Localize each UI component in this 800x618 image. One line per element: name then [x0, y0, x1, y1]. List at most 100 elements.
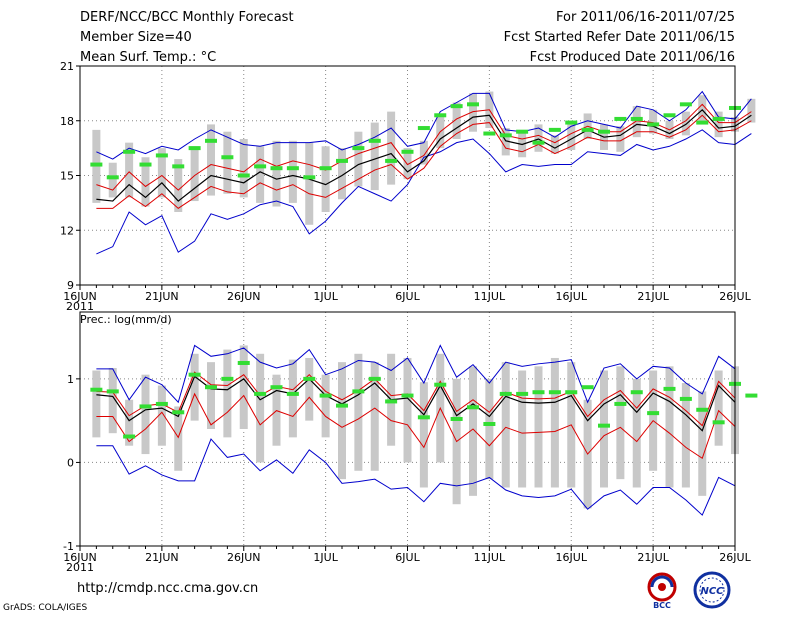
obs-marker	[188, 372, 201, 377]
obs-marker	[286, 391, 299, 396]
obs-marker	[336, 158, 348, 163]
ensemble-box	[370, 122, 379, 191]
ensemble-box	[600, 370, 608, 488]
ensemble-mean-line	[96, 375, 736, 432]
obs-marker	[106, 389, 119, 394]
obs-marker	[663, 386, 676, 391]
obs-marker	[155, 153, 168, 158]
obs-marker	[434, 382, 447, 387]
obs-marker	[614, 116, 627, 121]
obs-marker	[123, 434, 136, 439]
ensemble-box	[403, 148, 412, 180]
variable-label: Mean Surf. Temp.: °C	[80, 50, 217, 65]
ensemble-box	[157, 148, 166, 198]
envelope-lower-line	[96, 129, 752, 255]
ensemble-box	[141, 374, 150, 455]
obs-marker	[286, 166, 299, 171]
x-tick-label: 16JUL	[556, 290, 588, 303]
ensemble-box	[207, 124, 215, 196]
envelope-upper-line	[96, 344, 736, 404]
ensemble-box	[485, 378, 494, 480]
obs-marker	[712, 116, 725, 121]
ensemble-box	[632, 378, 641, 488]
obs-marker	[630, 116, 643, 121]
x-tick-label: 21JUN	[145, 551, 179, 564]
ensemble-box	[321, 374, 330, 438]
ensemble-box	[616, 126, 625, 152]
obs-marker	[303, 376, 316, 381]
ensemble-box	[419, 382, 428, 488]
ensemble-box	[288, 140, 297, 203]
ensemble-box	[239, 345, 248, 429]
ensemble-box	[174, 159, 183, 212]
precip-title: Prec.: log(mm/d)	[80, 313, 172, 326]
x-tick-label: 16JUL	[556, 551, 588, 564]
agency-logos: BCC NCC	[647, 571, 731, 610]
obs-marker	[647, 122, 660, 127]
obs-marker	[385, 399, 398, 404]
obs-marker	[237, 360, 250, 365]
ensemble-box	[419, 140, 428, 165]
ensemble-box	[698, 95, 707, 123]
x-year-label: 2011	[66, 300, 94, 313]
x-tick-label: 26JUL	[719, 551, 751, 564]
ensemble-box	[567, 124, 576, 150]
obs-marker	[319, 393, 332, 398]
ensemble-box	[518, 370, 527, 488]
product-title: DERF/NCC/BCC Monthly Forecast	[80, 10, 294, 25]
obs-marker	[450, 104, 463, 109]
ensemble-box	[223, 131, 232, 194]
x-tick-label: 21JUN	[145, 290, 179, 303]
obs-marker	[123, 149, 136, 154]
bcc-logo: BCC	[647, 572, 677, 610]
ensemble-box	[714, 370, 723, 446]
obs-marker	[270, 166, 283, 171]
ensemble-box	[649, 109, 658, 134]
obs-marker	[368, 138, 381, 143]
ncc-logo-text: NCC	[700, 586, 724, 597]
obs-marker	[90, 162, 103, 167]
obs-marker	[483, 421, 496, 426]
forecast-period: For 2011/06/16-2011/07/25	[556, 10, 735, 25]
obs-marker	[237, 173, 250, 178]
ensemble-box	[354, 353, 363, 471]
ensemble-box	[338, 148, 346, 200]
obs-marker	[417, 415, 430, 420]
obs-marker	[499, 133, 512, 138]
ensemble-box	[305, 357, 314, 421]
chart-panel-2: 16JUN 21JUN 26JUN 1JUL 6JUL 11JUL 16JUL 21JUL 26…	[63, 311, 758, 574]
obs-marker	[205, 385, 217, 390]
obs-marker	[155, 401, 168, 406]
ensemble-box	[354, 131, 363, 187]
obs-marker	[565, 120, 578, 125]
ensemble-box	[681, 111, 690, 136]
ensemble-box	[714, 111, 723, 138]
ensemble-box	[501, 128, 510, 156]
ensemble-box	[681, 383, 690, 488]
ensemble-box	[305, 142, 314, 225]
obs-marker	[516, 129, 529, 134]
grads-credit: GrADS: COLA/IGES	[3, 603, 88, 613]
x-tick-label: 26JUN	[227, 551, 261, 564]
x-tick-label: 26JUL	[719, 290, 751, 303]
ensemble-box	[125, 142, 134, 198]
obs-marker	[188, 146, 201, 151]
ensemble-box	[338, 362, 346, 480]
obs-marker	[516, 391, 529, 396]
obs-marker	[696, 120, 709, 125]
ensemble-box	[272, 140, 281, 207]
spread-lower-line	[96, 392, 736, 460]
obs-marker	[598, 423, 610, 428]
ensemble-box	[698, 391, 707, 496]
ensemble-box	[452, 102, 461, 139]
obs-marker	[172, 164, 185, 169]
ensemble-box	[239, 139, 248, 198]
ensemble-box	[501, 362, 510, 488]
x-tick-label: 1JUL	[313, 290, 338, 303]
source-url[interactable]: http://cmdp.ncc.cma.gov.cn	[77, 581, 259, 596]
obs-marker	[303, 175, 316, 180]
x-tick-label: 16JUN	[63, 551, 97, 564]
obs-marker	[581, 127, 594, 132]
ncc-logo: NCC	[693, 571, 731, 609]
